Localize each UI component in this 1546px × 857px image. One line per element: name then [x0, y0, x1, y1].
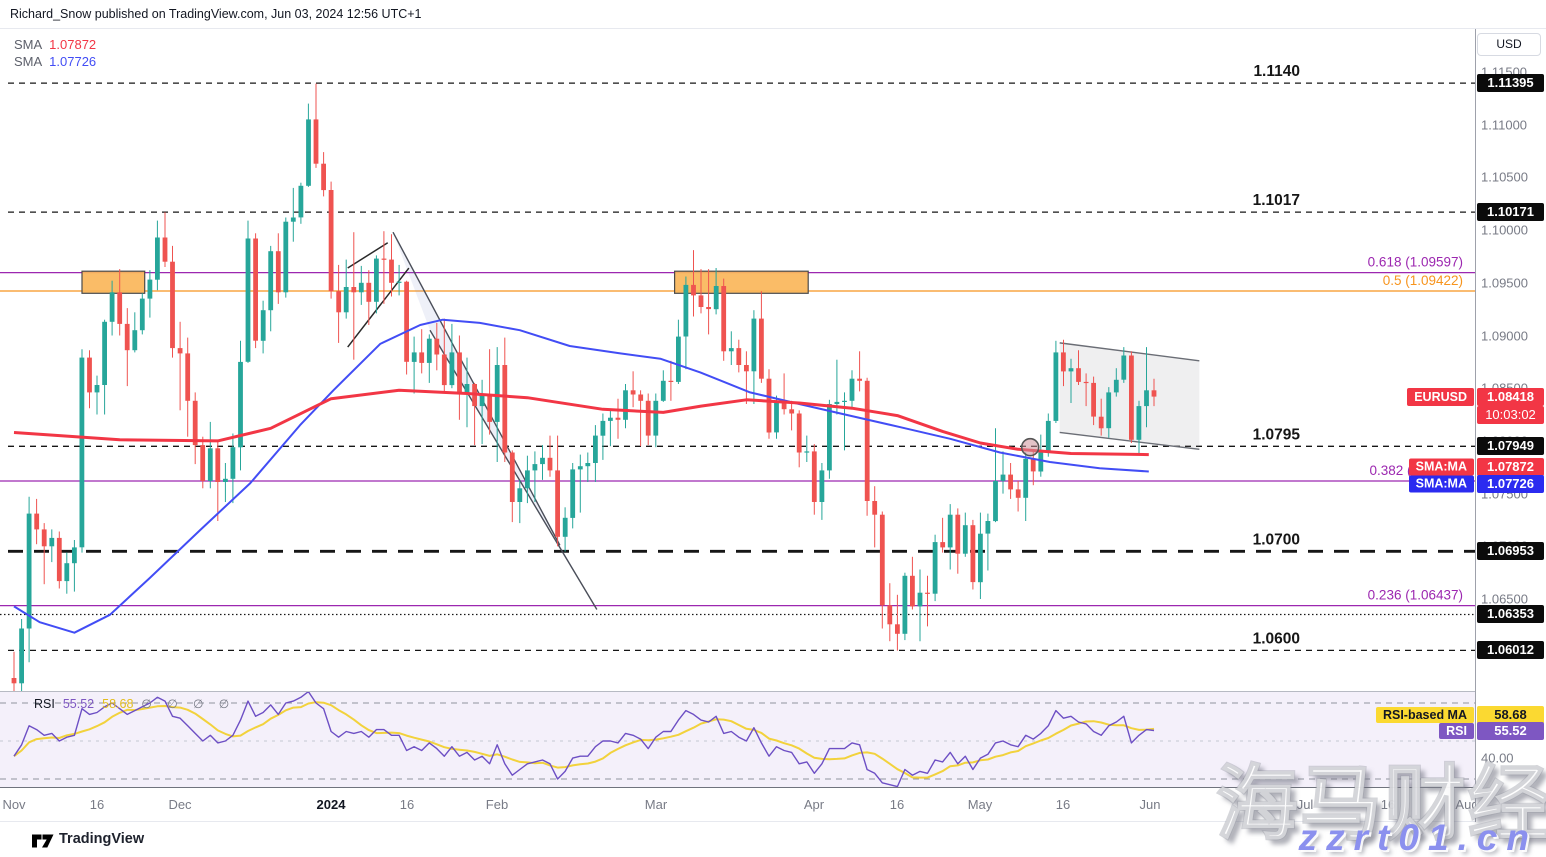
svg-text:1.0600: 1.0600: [1253, 630, 1300, 647]
supply-zone-boxes[interactable]: [81, 270, 809, 294]
price-axis-label: 1.10000: [1481, 222, 1528, 238]
rsi-value-badge: 58.68: [1477, 706, 1544, 724]
rsi-ma-line: [13, 701, 1155, 779]
time-axis-tick: Jul: [1296, 797, 1314, 812]
price-axis-label: 1.09500: [1481, 275, 1528, 291]
rsi-axis-label: 40.00: [1481, 750, 1514, 766]
time-axis-tick: 16: [1055, 797, 1071, 812]
price-axis-divider[interactable]: [1475, 29, 1476, 822]
time-axis-tick: 16: [1380, 797, 1396, 812]
time-axis-tick: 16: [889, 797, 905, 812]
countdown-badge: 10:03:02: [1477, 405, 1544, 424]
price-level-badge: 1.06012: [1477, 641, 1544, 660]
price-level-badge: 1.06353: [1477, 605, 1544, 624]
publish-header: Richard_Snow published on TradingView.co…: [0, 0, 1546, 29]
time-axis-tick: 16: [89, 797, 105, 812]
rsi-ma-value: 58.68: [102, 697, 134, 711]
svg-text:0.5 (1.09422): 0.5 (1.09422): [1383, 273, 1463, 288]
tradingview-logo-icon[interactable]: [32, 833, 54, 849]
price-axis[interactable]: 1.11500 1.11000 1.10500 1.10000 1.09500 1.090…: [1476, 29, 1546, 822]
rsi-value: 55.52: [62, 697, 95, 711]
svg-text:1.0700: 1.0700: [1253, 531, 1300, 548]
publish-title: Richard_Snow published on TradingView.co…: [10, 7, 422, 21]
time-axis-tick: Dec: [168, 797, 192, 812]
hidden-value-icons[interactable]: ∅ ∅ ∅ ∅: [141, 697, 236, 711]
price-level-badge: 1.06953: [1477, 542, 1544, 561]
sma-fast-value: 1.07872: [49, 37, 97, 52]
sma-value-badge: 1.07726: [1477, 475, 1544, 493]
time-axis[interactable]: Nov 16 Dec 2024 16 Feb Mar Apr 16 May 16 Jun Jul 16 Au…: [0, 787, 1546, 822]
entry-circle-marker[interactable]: [1020, 437, 1040, 457]
sma-fast-legend[interactable]: SMA 1.07872: [14, 36, 96, 53]
time-axis-tick: 16: [399, 797, 415, 812]
sma-value-badge: 1.07872: [1477, 458, 1544, 476]
sma-slow-line: [13, 318, 1149, 634]
fib-level-labels: 0.618 (1.09597) 0.5 (1.09422) 0.382 (1 0.23…: [1368, 255, 1463, 603]
key-level-labels: 1.1140 1.1017 1.0795 1.0700 1.0600: [1253, 63, 1301, 647]
pane-divider[interactable]: [0, 691, 1475, 692]
footer: TradingView: [0, 822, 1546, 857]
time-axis-tick: 2024: [316, 797, 346, 812]
candlestick-series: [11, 83, 1157, 692]
time-axis-tick: Mar: [644, 797, 668, 812]
time-axis-tick: Feb: [485, 797, 509, 812]
svg-text:0.618 (1.09597): 0.618 (1.09597): [1368, 255, 1463, 270]
sma-fast-label: SMA: [14, 37, 43, 52]
sma-ma-chip: SMA:MA: [1408, 475, 1474, 493]
time-axis-tick: Jun: [1139, 797, 1161, 812]
rsi-chip: RSI: [1439, 723, 1474, 739]
svg-text:0.236 (1.06437): 0.236 (1.06437): [1368, 588, 1463, 603]
sma-slow-legend[interactable]: SMA 1.07726: [14, 53, 96, 70]
rsi-label: RSI: [34, 697, 55, 711]
svg-text:1.1140: 1.1140: [1253, 63, 1300, 80]
rsi-line: [13, 692, 1155, 787]
price-level-badge: 1.11395: [1477, 74, 1544, 93]
sma-slow-label: SMA: [14, 54, 43, 69]
sma-fast-line: [13, 388, 1149, 457]
rsi-value-badge: 55.52: [1477, 722, 1544, 740]
sma-slow-value: 1.07726: [49, 54, 97, 69]
rsi-chip: RSI-based MA: [1375, 707, 1474, 723]
candlestick-chart[interactable]: 1.1140 1.1017 1.0795 1.0700 1.0600 0.618 (1.0…: [0, 29, 1475, 692]
price-level-badge: 1.10171: [1477, 203, 1544, 222]
time-axis-tick: Nov: [2, 797, 26, 812]
price-axis-label: 1.06500: [1481, 591, 1528, 607]
currency-toggle-button[interactable]: USD: [1477, 33, 1541, 56]
time-axis-tick: Apr: [803, 797, 825, 812]
tradingview-brand-text[interactable]: TradingView: [59, 831, 145, 847]
svg-text:1.0795: 1.0795: [1253, 426, 1301, 443]
rsi-indicator-chart[interactable]: [0, 692, 1475, 787]
price-axis-label: 1.10500: [1481, 169, 1528, 185]
last-price-badge: 1.08418: [1477, 387, 1544, 406]
rsi-legend[interactable]: RSI 55.52 58.68 ∅ ∅ ∅ ∅: [34, 697, 243, 711]
time-axis-tick: Aug: [1455, 797, 1479, 812]
svg-text:0.382 (1: 0.382 (1: [1369, 463, 1419, 478]
sma-ma-chip: SMA:MA: [1408, 458, 1474, 476]
key-level-lines: [0, 82, 1475, 652]
indicator-legend[interactable]: SMA 1.07872 SMA 1.07726: [14, 36, 96, 70]
time-axis-tick: May: [967, 797, 993, 812]
price-axis-label: 1.09000: [1481, 328, 1528, 343]
symbol-chip: EURUSD: [1407, 387, 1474, 406]
price-axis-label: 1.11000: [1481, 117, 1528, 133]
price-level-badge: 1.07949: [1477, 437, 1544, 456]
svg-text:1.1017: 1.1017: [1253, 192, 1300, 209]
